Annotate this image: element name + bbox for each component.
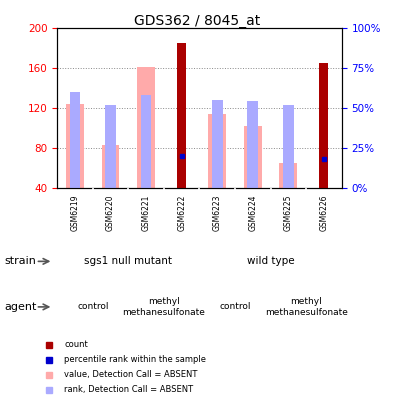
Text: GSM6219: GSM6219 — [71, 195, 79, 231]
Text: GSM6223: GSM6223 — [213, 195, 222, 231]
Text: sgs1 null mutant: sgs1 null mutant — [85, 256, 172, 267]
Bar — [102, 145, 120, 188]
Text: control: control — [77, 303, 109, 311]
Text: GSM6220: GSM6220 — [106, 195, 115, 231]
Text: GSM6222: GSM6222 — [177, 195, 186, 231]
Bar — [137, 67, 155, 188]
Text: GSM6224: GSM6224 — [248, 195, 257, 231]
Bar — [209, 114, 226, 188]
Bar — [248, 101, 258, 188]
Bar — [320, 63, 328, 188]
Text: count: count — [64, 340, 88, 349]
Text: agent: agent — [4, 302, 36, 312]
Text: GDS362 / 8045_at: GDS362 / 8045_at — [134, 14, 261, 28]
Bar — [177, 43, 186, 188]
Text: value, Detection Call = ABSENT: value, Detection Call = ABSENT — [64, 370, 198, 379]
Bar — [280, 163, 297, 188]
Bar — [212, 100, 223, 188]
Bar — [141, 95, 152, 188]
Text: strain: strain — [4, 256, 36, 267]
Bar — [66, 104, 84, 188]
Text: percentile rank within the sample: percentile rank within the sample — [64, 355, 206, 364]
Text: GSM6221: GSM6221 — [142, 195, 150, 231]
Bar — [70, 92, 81, 188]
Text: methyl
methanesulfonate: methyl methanesulfonate — [122, 297, 205, 316]
Text: methyl
methanesulfonate: methyl methanesulfonate — [265, 297, 348, 316]
Bar — [105, 105, 116, 188]
Text: control: control — [219, 303, 251, 311]
Text: wild type: wild type — [247, 256, 294, 267]
Bar — [283, 105, 294, 188]
Bar — [244, 126, 262, 188]
Text: GSM6225: GSM6225 — [284, 195, 293, 231]
Text: rank, Detection Call = ABSENT: rank, Detection Call = ABSENT — [64, 385, 194, 394]
Text: GSM6226: GSM6226 — [320, 195, 328, 231]
